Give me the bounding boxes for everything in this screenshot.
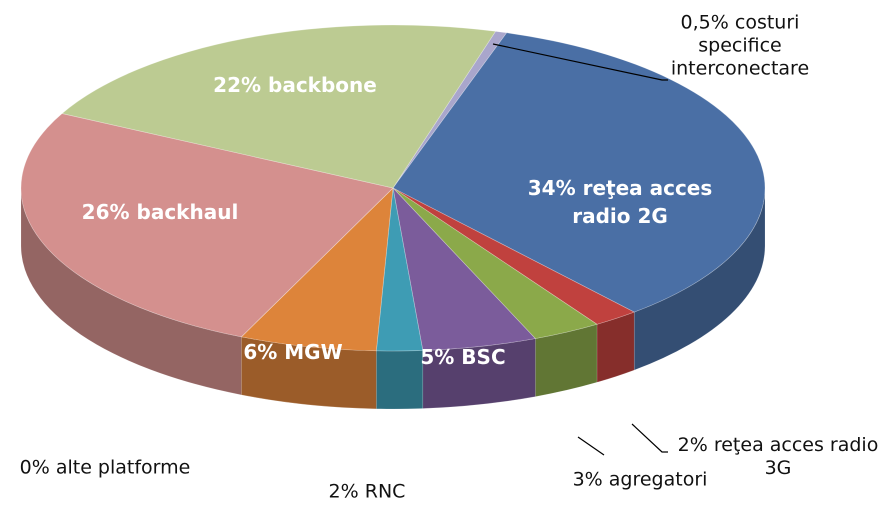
category-label: agregatori <box>608 468 708 491</box>
value-label: 22% <box>213 73 262 97</box>
value-label: 6% <box>243 340 278 364</box>
category-label: RNC <box>364 480 406 503</box>
slice <box>392 187 636 325</box>
data-label: 6% MGW <box>233 338 353 366</box>
category-label: backbone <box>268 73 377 97</box>
data-label: 26% backhaul <box>60 198 260 226</box>
category-label: reţea acces radio 3G <box>713 434 879 479</box>
value-label: 0,5% <box>680 11 729 34</box>
value-label: 2% <box>677 434 708 456</box>
category-label: BSC <box>461 345 506 369</box>
data-label: 34% reţea acces radio 2G <box>500 174 740 230</box>
leader-line <box>631 423 668 453</box>
data-label: 2% RNC <box>307 481 427 504</box>
slice <box>20 113 394 338</box>
category-label: costuri specifice interconectare <box>670 11 810 80</box>
category-label: MGW <box>284 340 343 364</box>
slice <box>392 187 598 339</box>
slice <box>61 24 497 189</box>
data-label: 0,5% costuri specifice interconectare <box>653 12 828 81</box>
value-label: 0% <box>19 456 50 479</box>
data-label: 3% agregatori <box>540 469 740 492</box>
value-label: 3% <box>572 468 603 491</box>
value-label: 26% <box>81 200 130 224</box>
leader-line <box>577 436 605 456</box>
data-label: 22% backbone <box>195 71 395 99</box>
slice <box>392 186 537 351</box>
data-label: 2% reţea acces radio 3G <box>663 434 893 480</box>
category-label: alte platforme <box>55 456 191 479</box>
leader-line <box>492 43 668 81</box>
slice <box>240 187 394 352</box>
category-label: backhaul <box>136 200 239 224</box>
value-label: 5% <box>420 345 455 369</box>
data-label: 0% alte platforme <box>0 457 215 480</box>
data-label: 5% BSC <box>403 343 523 371</box>
value-label: 2% <box>328 480 359 503</box>
slice <box>392 32 766 313</box>
slice <box>392 30 508 189</box>
slice <box>375 187 424 352</box>
slice-side <box>20 187 242 396</box>
category-label: reţea acces radio 2G <box>572 176 713 228</box>
value-label: 34% <box>527 176 576 200</box>
